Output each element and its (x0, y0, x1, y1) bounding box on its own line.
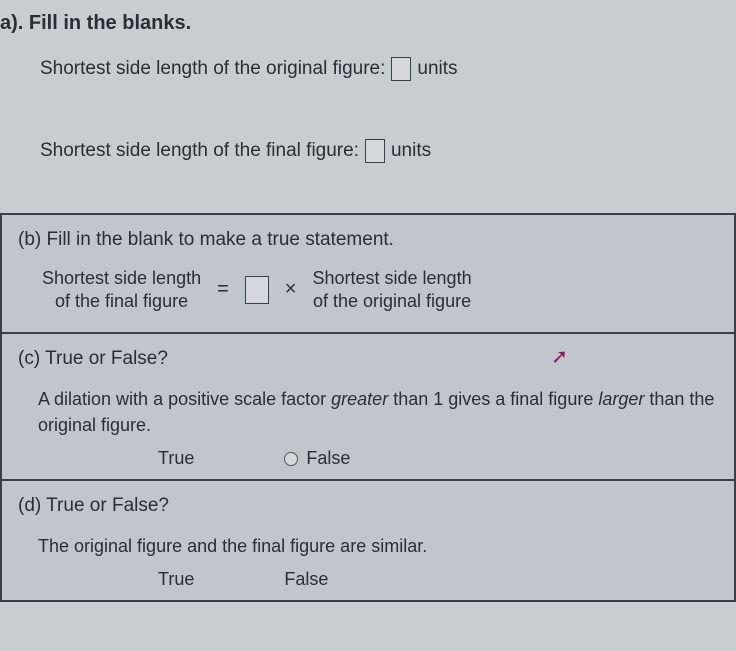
worksheet-page: a). Fill in the blanks. Shortest side le… (0, 0, 736, 602)
part-a-line1-prefix: Shortest side length of the original fig… (40, 58, 385, 80)
equation-left-fraction: Shortest side length of the final figure (42, 267, 201, 312)
part-a-line2-prefix: Shortest side length of the final figure… (40, 140, 359, 162)
part-b-equation: Shortest side length of the final figure… (18, 267, 718, 312)
part-c-cell: (c) True or False? ➚ A dilation with a p… (1, 333, 735, 480)
part-a-line-2: Shortest side length of the final figure… (40, 139, 716, 163)
false-label: False (306, 448, 350, 468)
part-d-label: (d) True or False? (18, 495, 718, 517)
blank-input[interactable] (365, 139, 385, 163)
part-c-label-text: (c) True or False? (18, 348, 168, 369)
eq-left-bottom: of the final figure (55, 290, 188, 313)
part-a-line2-suffix: units (391, 140, 431, 162)
true-option[interactable]: True (158, 569, 194, 590)
cursor-icon: ➚ (551, 344, 568, 369)
part-d-body: The original figure and the final figure… (18, 533, 718, 559)
part-c-larger: larger (598, 389, 644, 409)
part-a-body: Shortest side length of the original fig… (0, 57, 716, 163)
part-d-tf-row: True False (18, 569, 718, 590)
true-label: True (158, 448, 194, 468)
equals-sign: = (217, 278, 229, 301)
part-a-line1-suffix: units (417, 58, 457, 80)
part-d-cell: (d) True or False? The original figure a… (1, 480, 735, 601)
part-b-cell: (b) Fill in the blank to make a true sta… (1, 214, 735, 333)
part-c-text-2: than 1 gives a final figure (388, 389, 598, 409)
equation-right-fraction: Shortest side length of the original fig… (312, 267, 471, 312)
blank-input[interactable] (391, 57, 411, 81)
times-sign: × (285, 278, 297, 301)
part-a: a). Fill in the blanks. Shortest side le… (0, 12, 736, 213)
part-c-tf-row: True False (18, 448, 718, 469)
true-option[interactable]: True (158, 448, 194, 469)
eq-right-bottom: of the original figure (313, 290, 471, 313)
part-c-text-1: A dilation with a positive scale factor (38, 389, 331, 409)
part-a-line-1: Shortest side length of the original fig… (40, 57, 716, 81)
parts-table: (b) Fill in the blank to make a true sta… (0, 213, 736, 602)
part-c-greater: greater (331, 389, 388, 409)
eq-left-top: Shortest side length (42, 267, 201, 290)
part-c-body: A dilation with a positive scale factor … (18, 386, 718, 438)
eq-right-top: Shortest side length (312, 267, 471, 290)
true-label: True (158, 569, 194, 589)
false-option[interactable]: False (284, 569, 328, 590)
false-option[interactable]: False (284, 448, 350, 469)
part-c-label: (c) True or False? ➚ (18, 348, 718, 370)
part-a-label: a). Fill in the blanks. (0, 12, 716, 35)
radio-icon (284, 452, 298, 466)
part-b-label: (b) Fill in the blank to make a true sta… (18, 229, 718, 251)
false-label: False (284, 569, 328, 589)
blank-input[interactable] (245, 276, 269, 304)
